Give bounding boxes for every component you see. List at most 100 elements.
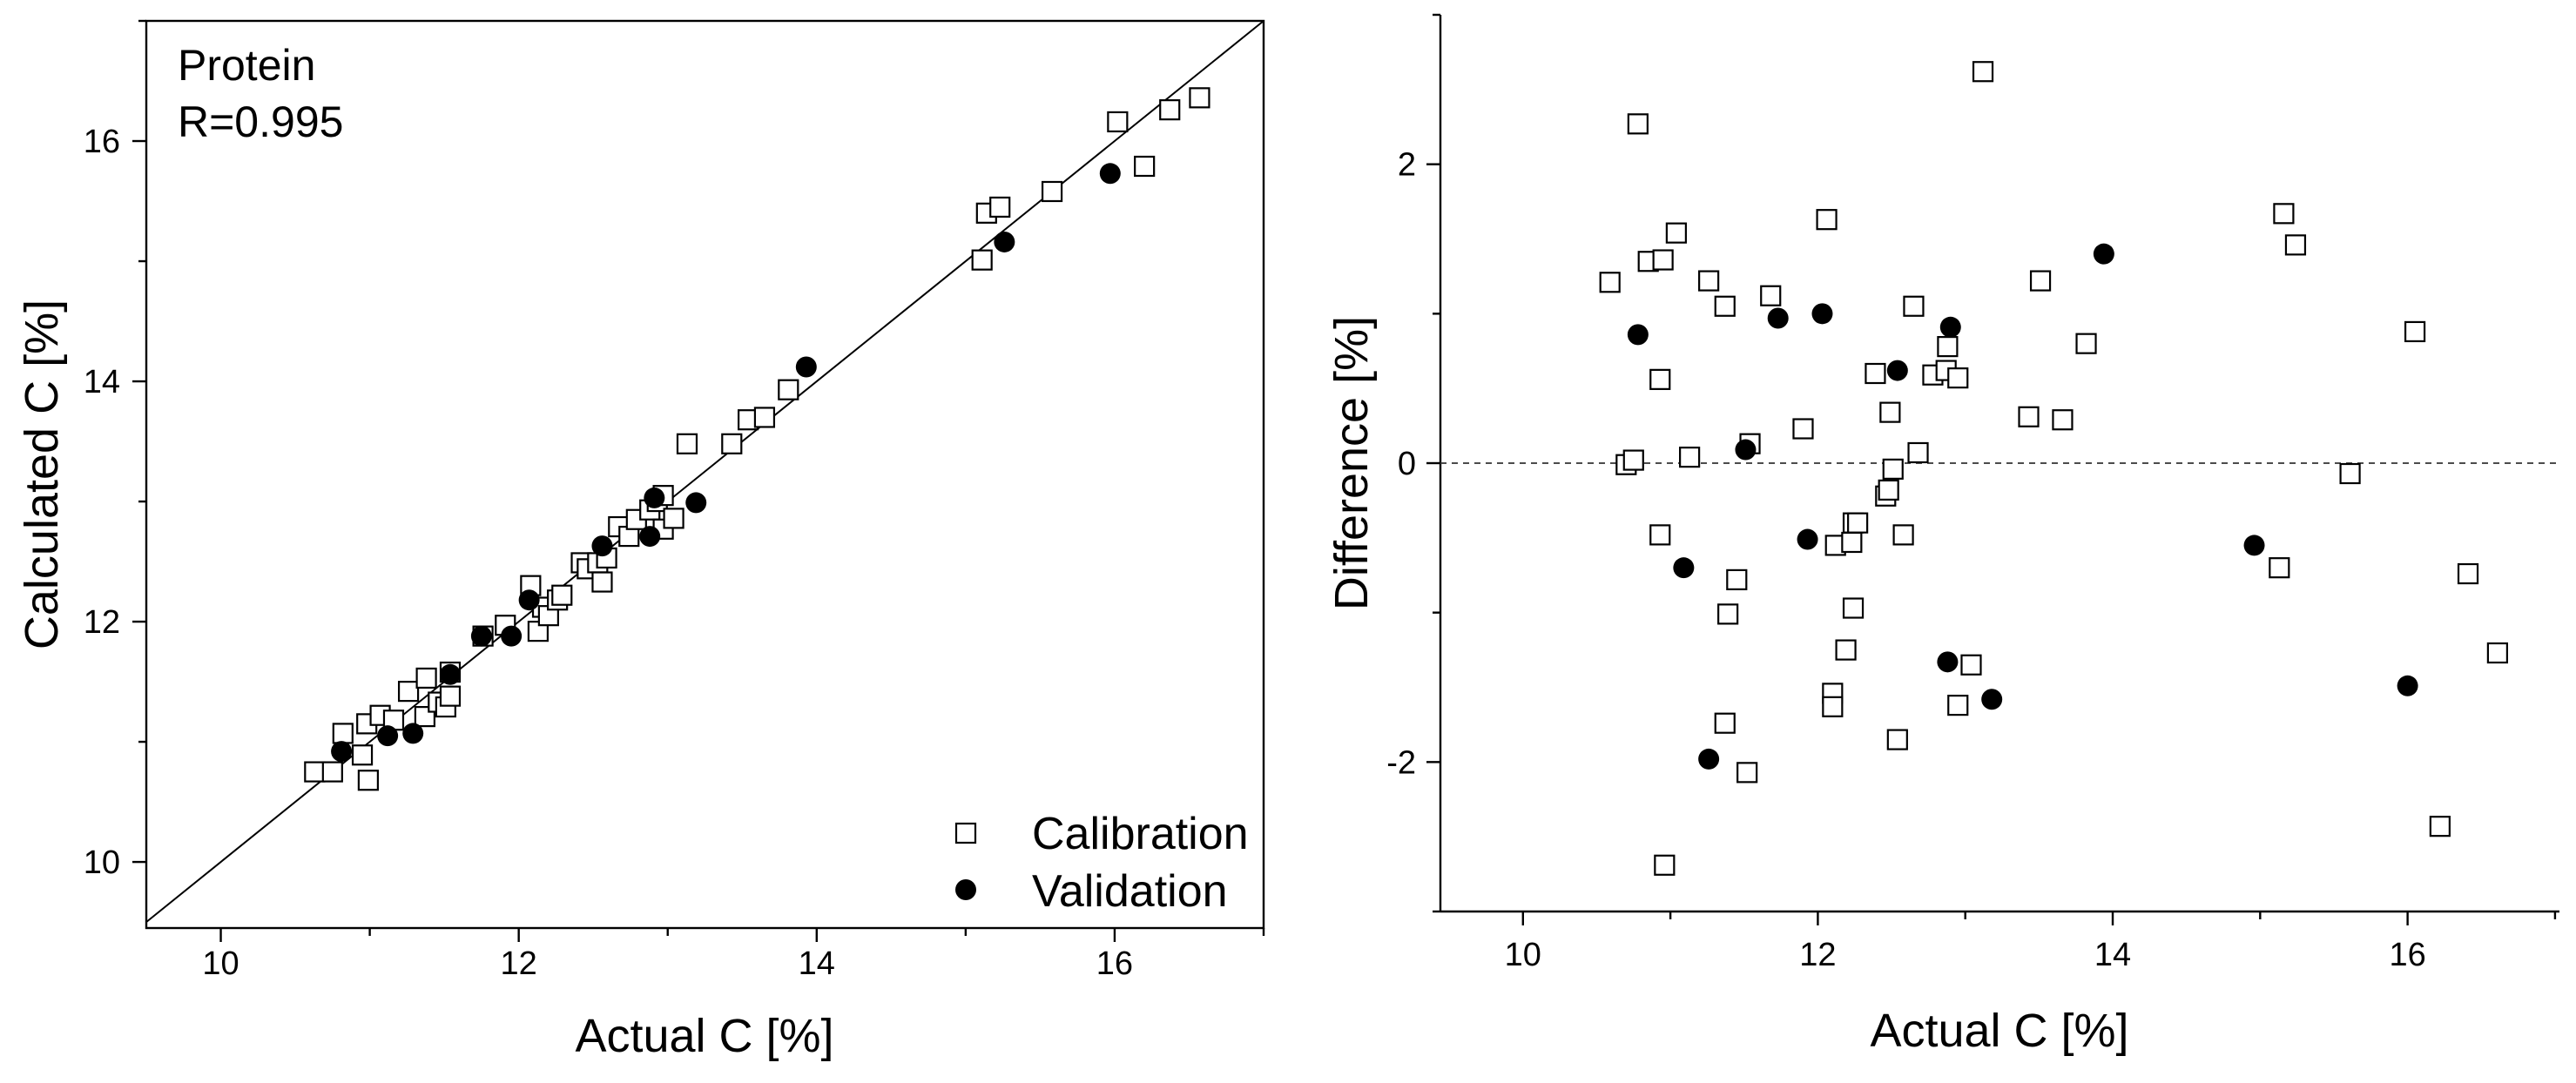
calibration-point	[2284, 234, 2307, 256]
calibration-point	[1134, 155, 1156, 178]
calibration-point	[415, 667, 437, 689]
calibration-point	[2429, 816, 2451, 837]
calibration-point	[2273, 203, 2295, 225]
validation-point	[1698, 748, 1720, 770]
calibration-point	[971, 249, 993, 271]
validation-point	[518, 589, 540, 611]
calibration-point	[551, 584, 573, 606]
right-plot: 10 12 14 16 -2 0 2 Actual C [%] Difference [%]	[1325, 13, 2559, 1057]
validation-legend-label: Validation	[1032, 866, 1228, 917]
calibration-point	[1947, 694, 1969, 716]
calibration-point	[753, 407, 776, 428]
calibration-point	[1822, 696, 1844, 717]
x-tick-label: 16	[1096, 945, 1133, 982]
x-tick-label: 10	[202, 945, 239, 982]
calibration-point	[1841, 531, 1863, 554]
calibration-point	[2457, 562, 2479, 585]
validation-point	[377, 725, 399, 747]
calibration-point	[1665, 222, 1687, 244]
calibration-point	[721, 433, 743, 454]
left-y-axis-label: Calculated C [%]	[16, 299, 68, 649]
validation-point	[1673, 557, 1695, 579]
calibration-point	[1717, 603, 1739, 625]
calibration-point	[1835, 639, 1857, 661]
calibration-point	[1159, 99, 1181, 121]
calibration-point	[1907, 441, 1929, 464]
calibration-point	[1736, 762, 1758, 784]
calibration-point	[1041, 180, 1063, 203]
validation-point	[2243, 535, 2265, 556]
left-x-axis-label: Actual C [%]	[575, 1010, 833, 1062]
calibration-point	[1652, 249, 1674, 271]
validation-point	[1886, 360, 1908, 381]
validation-point	[2397, 675, 2418, 696]
right-y-axis-label: Difference [%]	[1325, 316, 1378, 610]
left-plot-marks: 10 12 14 16 10 12 14 16	[84, 19, 1265, 982]
calibration-point	[2339, 462, 2361, 485]
y-tick-label: 0	[1398, 446, 1416, 482]
calibration-point	[1649, 524, 1671, 546]
calibration-point	[1627, 113, 1649, 135]
x-tick-label: 16	[2389, 937, 2425, 973]
calibration-point	[1189, 87, 1210, 109]
calibration-point	[1816, 209, 1838, 231]
validation-point	[1939, 316, 1961, 338]
calibration-point	[1760, 285, 1782, 306]
validation-point	[402, 723, 424, 744]
calibration-point	[1878, 479, 1899, 501]
calibration-point	[1792, 418, 1814, 440]
calibration-point	[1882, 458, 1904, 480]
calibration-point	[989, 196, 1011, 219]
y-tick-label: 14	[84, 364, 120, 400]
calibration-point	[2269, 557, 2290, 579]
validation-point	[2093, 243, 2114, 265]
y-tick-label: 2	[1398, 147, 1416, 184]
calibration-point	[1698, 270, 1720, 292]
calibration-point	[2075, 333, 2097, 354]
calibration-point	[1960, 654, 1982, 676]
calibration-point	[1865, 362, 1886, 385]
calibration-point	[2486, 642, 2508, 664]
correlation-annotation: R=0.995	[178, 98, 343, 146]
validation-point	[1099, 163, 1121, 185]
right-plot-marks: 10 12 14 16 -2 0 2	[1386, 13, 2559, 973]
calibration-legend-label: Calibration	[1032, 809, 1249, 859]
calibration-legend-square-icon	[954, 822, 977, 844]
calibration-point	[2052, 409, 2074, 431]
validation-point	[639, 526, 661, 548]
right-x-axis-label: Actual C [%]	[1870, 1005, 2128, 1057]
left-plot: 10 12 14 16 10 12 14 16 Protein R=0.995 Calibra…	[16, 19, 1265, 1062]
calibration-point	[1847, 512, 1869, 534]
x-tick-label: 14	[799, 945, 835, 982]
calibration-point	[1937, 336, 1959, 358]
calibration-point	[1622, 449, 1644, 471]
validation-point	[501, 625, 523, 647]
validation-point	[644, 487, 665, 508]
calibration-point	[2029, 270, 2052, 292]
calibration-point	[1903, 295, 1925, 317]
calibration-point	[1886, 729, 1908, 750]
calibration-point	[1679, 447, 1701, 468]
calibration-point	[1947, 367, 1969, 389]
validation-point	[795, 356, 817, 378]
calibration-point	[321, 761, 343, 783]
calibration-point	[1714, 295, 1736, 317]
validation-point	[994, 231, 1015, 252]
validation-point	[470, 625, 492, 647]
calibration-point	[1649, 368, 1671, 390]
x-tick-label: 14	[2094, 937, 2131, 973]
x-tick-label: 12	[1799, 937, 1836, 973]
validation-point	[1797, 528, 1818, 550]
validation-point	[439, 663, 461, 685]
calibration-point	[591, 571, 613, 593]
validation-point	[1627, 324, 1649, 346]
calibration-point	[1879, 401, 1901, 423]
calibration-point	[397, 681, 420, 703]
validation-point	[1981, 689, 2003, 710]
y-tick-label: 16	[84, 124, 120, 160]
calibration-point	[332, 723, 354, 744]
validation-legend-circle-icon	[955, 879, 976, 900]
calibration-point	[357, 770, 379, 791]
validation-point	[685, 492, 707, 514]
